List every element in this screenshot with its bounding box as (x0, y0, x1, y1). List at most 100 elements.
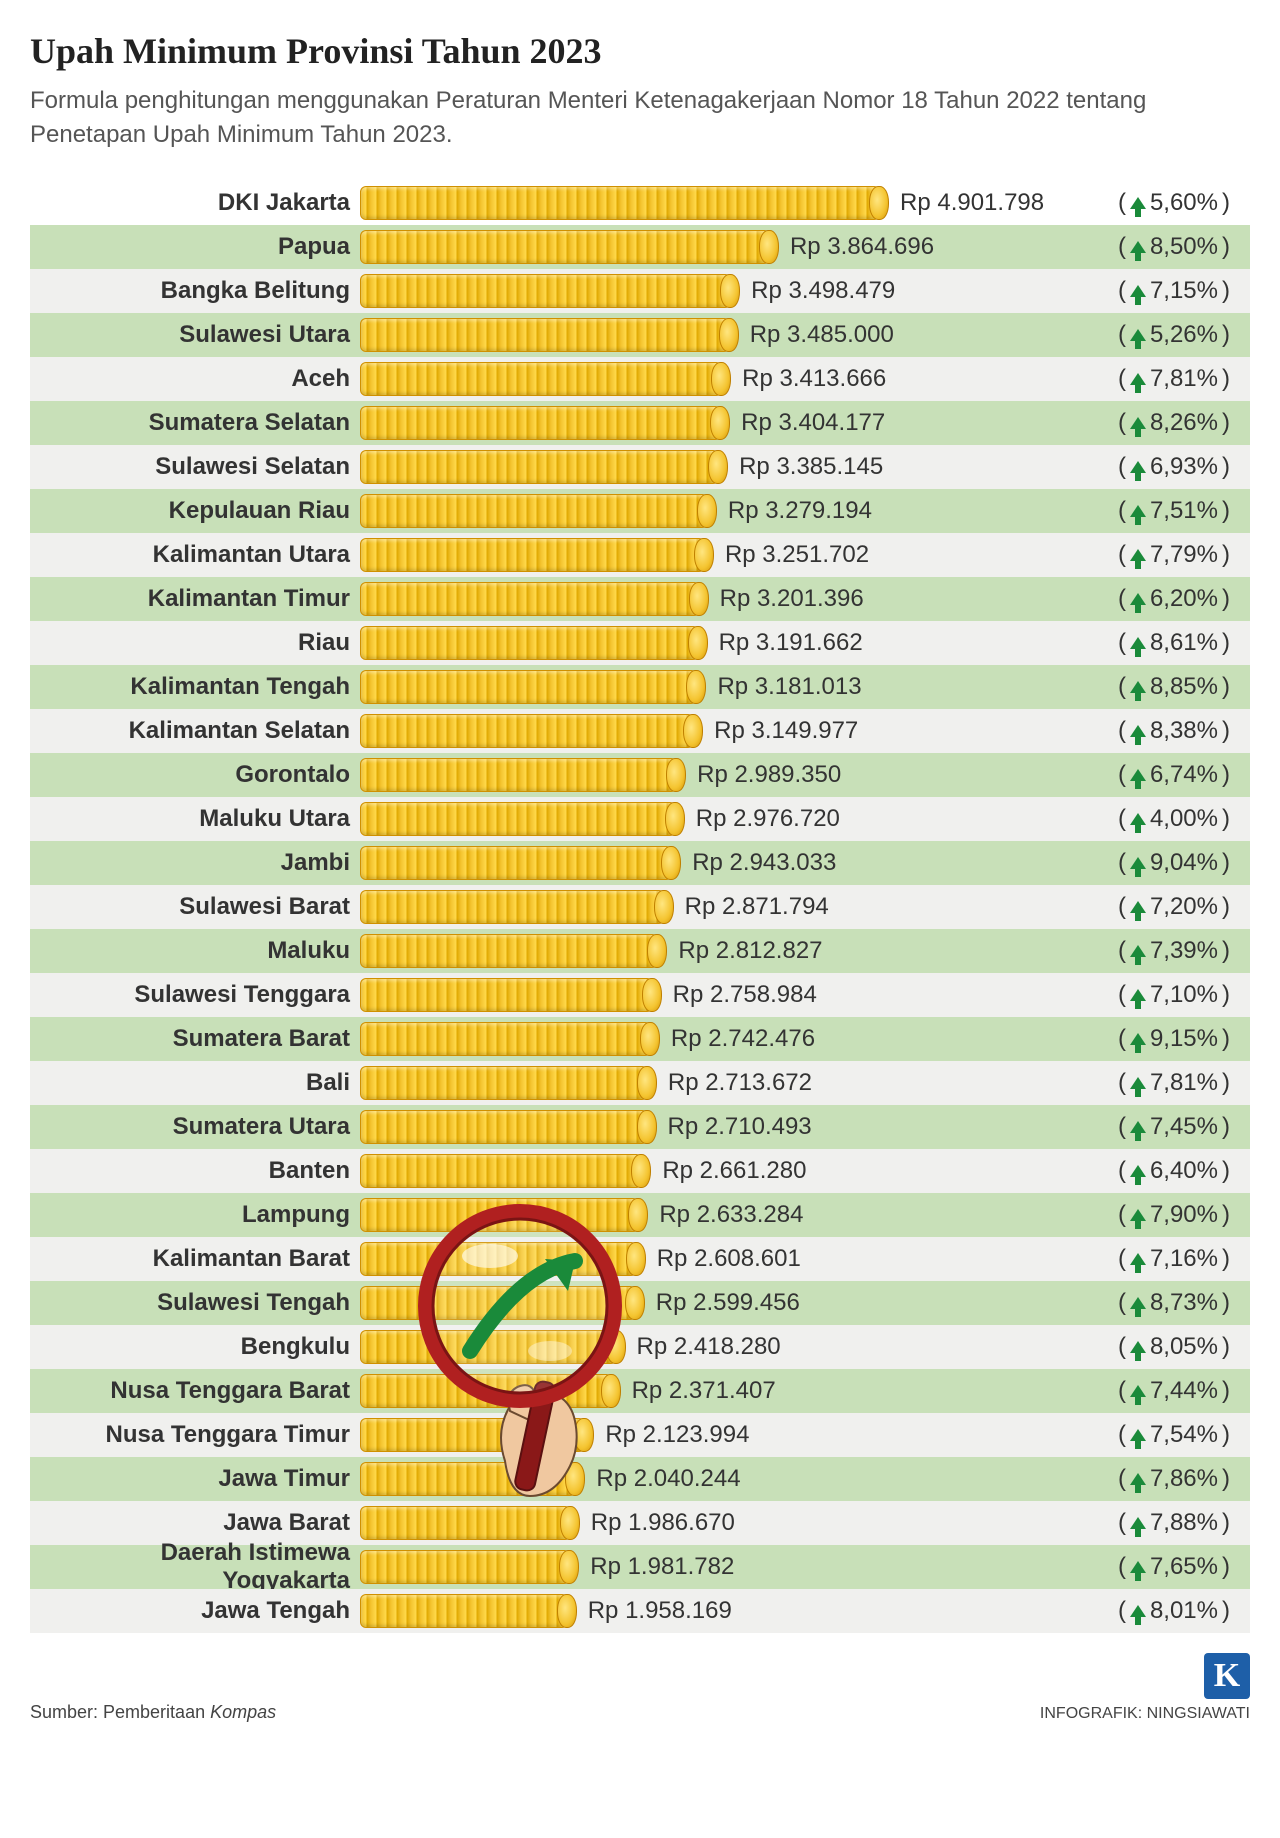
kompas-logo: K (1204, 1653, 1250, 1699)
province-label: Maluku Utara (30, 805, 360, 833)
coin-bar (360, 538, 705, 572)
arrow-up-icon (1130, 1077, 1146, 1089)
province-label: Nusa Tenggara Barat (30, 1377, 360, 1405)
value-label: Rp 2.812.827 (678, 937, 822, 965)
percent-change: ( 7,65%) (1118, 1553, 1230, 1581)
province-label: Kepulauan Riau (30, 497, 360, 525)
percent-change: ( 7,44%) (1118, 1377, 1230, 1405)
arrow-up-icon (1130, 945, 1146, 957)
bar-area: Rp 2.123.994 (360, 1413, 920, 1457)
percent-change: ( 7,81%) (1118, 1069, 1230, 1097)
coin-bar (360, 1550, 570, 1584)
coin-bar (360, 1594, 568, 1628)
province-label: Jawa Tengah (30, 1597, 360, 1625)
source-text: Sumber: Pemberitaan Kompas (30, 1702, 276, 1723)
coin-bar (360, 1286, 636, 1320)
percent-change: ( 7,88%) (1118, 1509, 1230, 1537)
value-label: Rp 3.404.177 (741, 409, 885, 437)
percent-change: ( 8,85%) (1118, 673, 1230, 701)
percent-change: ( 7,39%) (1118, 937, 1230, 965)
coin-bar (360, 274, 731, 308)
province-label: Kalimantan Timur (30, 585, 360, 613)
table-row: Kalimantan TimurRp 3.201.396 ( 6,20%) (30, 577, 1250, 621)
bar-area: Rp 2.040.244 (360, 1457, 920, 1501)
table-row: Nusa Tenggara TimurRp 2.123.994( 7,54%) (30, 1413, 1250, 1457)
bar-area: Rp 2.812.827 (360, 929, 920, 973)
value-label: Rp 2.943.033 (692, 849, 836, 877)
coin-bar (360, 230, 770, 264)
percent-change: ( 6,20%) (1118, 585, 1230, 613)
value-label: Rp 2.371.407 (632, 1377, 776, 1405)
bar-area: Rp 3.181.013 (360, 665, 920, 709)
coin-bar (360, 1418, 585, 1452)
table-row: Daerah Istimewa YogyakartaRp 1.981.782( … (30, 1545, 1250, 1589)
bar-area: Rp 2.976.720 (360, 797, 920, 841)
percent-change: ( 7,20%) (1118, 893, 1230, 921)
arrow-up-icon (1130, 197, 1146, 209)
arrow-up-icon (1130, 417, 1146, 429)
table-row: AcehRp 3.413.666( 7,81%) (30, 357, 1250, 401)
province-label: Maluku (30, 937, 360, 965)
bar-area: Rp 3.201.396 (360, 577, 920, 621)
bar-area: Rp 3.191.662 (360, 621, 920, 665)
province-label: Kalimantan Selatan (30, 717, 360, 745)
coin-bar (360, 934, 658, 968)
bar-area: Rp 2.989.350 (360, 753, 920, 797)
percent-change: ( 7,81%) (1118, 365, 1230, 393)
province-label: Jambi (30, 849, 360, 877)
coin-bar (360, 890, 665, 924)
coin-bar (360, 846, 672, 880)
province-label: Bengkulu (30, 1333, 360, 1361)
table-row: Sulawesi TengahRp 2.599.456( 8,73%) (30, 1281, 1250, 1325)
coin-bar (360, 1066, 648, 1100)
province-label: Kalimantan Tengah (30, 673, 360, 701)
table-row: Kalimantan UtaraRp 3.251.702( 7,79%) (30, 533, 1250, 577)
value-label: Rp 2.871.794 (685, 893, 829, 921)
bar-area: Rp 1.986.670 (360, 1501, 920, 1545)
percent-change: ( 8,61%) (1118, 629, 1230, 657)
percent-change: ( 7,10%) (1118, 981, 1230, 1009)
value-label: Rp 2.608.601 (657, 1245, 801, 1273)
percent-change: ( 8,73%) (1118, 1289, 1230, 1317)
table-row: Nusa Tenggara Barat Rp 2.371.407 ( 7,44%) (30, 1369, 1250, 1413)
table-row: Sumatera UtaraRp 2.710.493( 7,45%) (30, 1105, 1250, 1149)
bar-area: Rp 2.758.984 (360, 973, 920, 1017)
arrow-up-icon (1130, 1429, 1146, 1441)
province-label: Banten (30, 1157, 360, 1185)
coin-bar (360, 406, 721, 440)
value-label: Rp 1.986.670 (591, 1509, 735, 1537)
province-label: Sumatera Barat (30, 1025, 360, 1053)
bar-area: Rp 2.713.672 (360, 1061, 920, 1105)
table-row: LampungRp 2.633.284( 7,90%) (30, 1193, 1250, 1237)
province-label: Gorontalo (30, 761, 360, 789)
value-label: Rp 2.040.244 (596, 1465, 740, 1493)
province-label: Nusa Tenggara Timur (30, 1421, 360, 1449)
percent-change: ( 7,90%) (1118, 1201, 1230, 1229)
value-label: Rp 1.958.169 (588, 1597, 732, 1625)
value-label: Rp 3.191.662 (719, 629, 863, 657)
table-row: Sulawesi TenggaraRp 2.758.984( 7,10%) (30, 973, 1250, 1017)
province-label: Sumatera Utara (30, 1113, 360, 1141)
percent-change: ( 7,79%) (1118, 541, 1230, 569)
arrow-up-icon (1130, 989, 1146, 1001)
percent-change: ( 7,16%) (1118, 1245, 1230, 1273)
province-label: Riau (30, 629, 360, 657)
arrow-up-icon (1130, 1561, 1146, 1573)
coin-bar (360, 714, 694, 748)
arrow-up-icon (1130, 1033, 1146, 1045)
arrow-up-icon (1130, 637, 1146, 649)
bar-area: Rp 3.251.702 (360, 533, 920, 577)
arrow-up-icon (1130, 285, 1146, 297)
bar-area: Rp 3.279.194 (360, 489, 920, 533)
bar-area: Rp 4.901.798 (360, 181, 1044, 225)
percent-change: ( 7,86%) (1118, 1465, 1230, 1493)
bar-area: Rp 3.149.977 (360, 709, 920, 753)
province-label: Jawa Barat (30, 1509, 360, 1537)
arrow-up-icon (1130, 681, 1146, 693)
province-label: Papua (30, 233, 360, 261)
arrow-up-icon (1130, 1473, 1146, 1485)
bar-area: Rp 2.871.794 (360, 885, 920, 929)
value-label: Rp 3.149.977 (714, 717, 858, 745)
arrow-up-icon (1130, 505, 1146, 517)
arrow-up-icon (1130, 725, 1146, 737)
